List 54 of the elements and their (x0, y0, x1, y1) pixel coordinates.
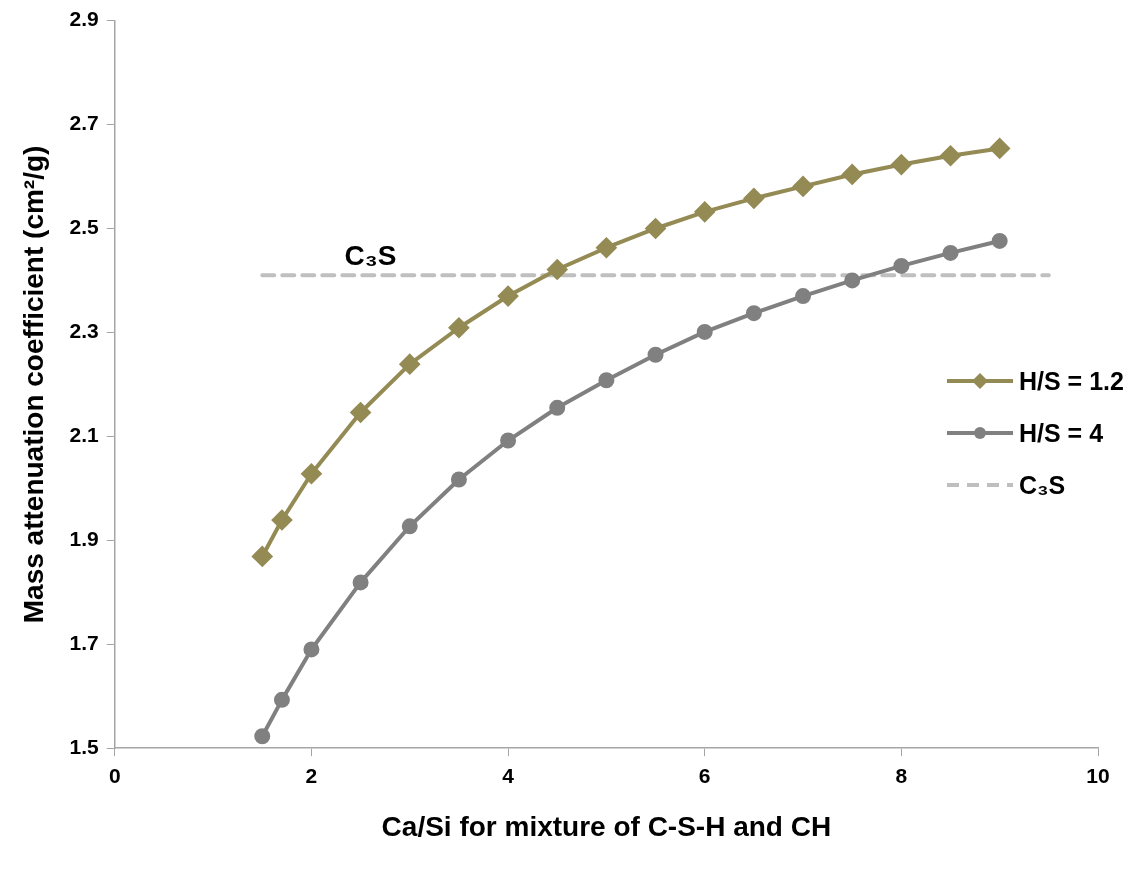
point (254, 728, 271, 745)
point (498, 286, 519, 307)
y-tick-label: 2.1 (69, 423, 100, 447)
point (598, 372, 615, 389)
point (450, 471, 467, 488)
point (547, 259, 568, 280)
point (549, 399, 566, 416)
point (596, 237, 617, 258)
point (303, 641, 320, 658)
point (448, 317, 469, 338)
point (301, 463, 322, 484)
point (844, 272, 861, 289)
x-tick-label: 6 (698, 763, 711, 787)
point (893, 257, 910, 274)
x-tick-label: 0 (108, 763, 121, 787)
point (991, 232, 1008, 249)
legend-label: H/S = 1.2 (1019, 366, 1124, 396)
y-axis-title: Mass attenuation coefficient (cm²/g) (17, 145, 49, 624)
point (891, 154, 912, 175)
x-tick-label: 10 (1086, 763, 1110, 787)
y-tick-label: 2.5 (69, 215, 100, 239)
x-tick-label: 4 (502, 763, 515, 787)
y-tick-label: 2.7 (69, 111, 99, 135)
point (399, 354, 420, 375)
point (252, 546, 273, 567)
y-tick-label: 2.9 (69, 7, 99, 31)
point (271, 510, 292, 531)
point (795, 288, 812, 305)
legend-label: H/S = 4 (1019, 418, 1104, 448)
point (842, 164, 863, 185)
point (401, 518, 418, 535)
y-tick-label: 1.5 (69, 735, 100, 758)
point (500, 432, 517, 449)
point (793, 176, 814, 197)
point (352, 574, 369, 591)
y-tick-label: 1.7 (69, 631, 99, 655)
x-tick-label: 8 (895, 763, 908, 787)
x-axis-title: Ca/Si for mixture of C-S-H and CH (381, 810, 832, 842)
annotation: C₃S (344, 240, 397, 272)
point (942, 244, 959, 261)
point (743, 188, 764, 209)
x-tick-label: 2 (305, 763, 318, 787)
point (745, 305, 762, 322)
point (940, 145, 961, 166)
point (350, 402, 371, 423)
point (696, 323, 713, 340)
point (273, 691, 290, 708)
point (647, 346, 664, 363)
point (645, 218, 666, 239)
point (694, 201, 715, 222)
legend-label: C₃S (1019, 470, 1066, 500)
point (989, 138, 1010, 159)
y-tick-label: 2.3 (69, 319, 99, 343)
y-tick-label: 1.9 (69, 527, 99, 551)
